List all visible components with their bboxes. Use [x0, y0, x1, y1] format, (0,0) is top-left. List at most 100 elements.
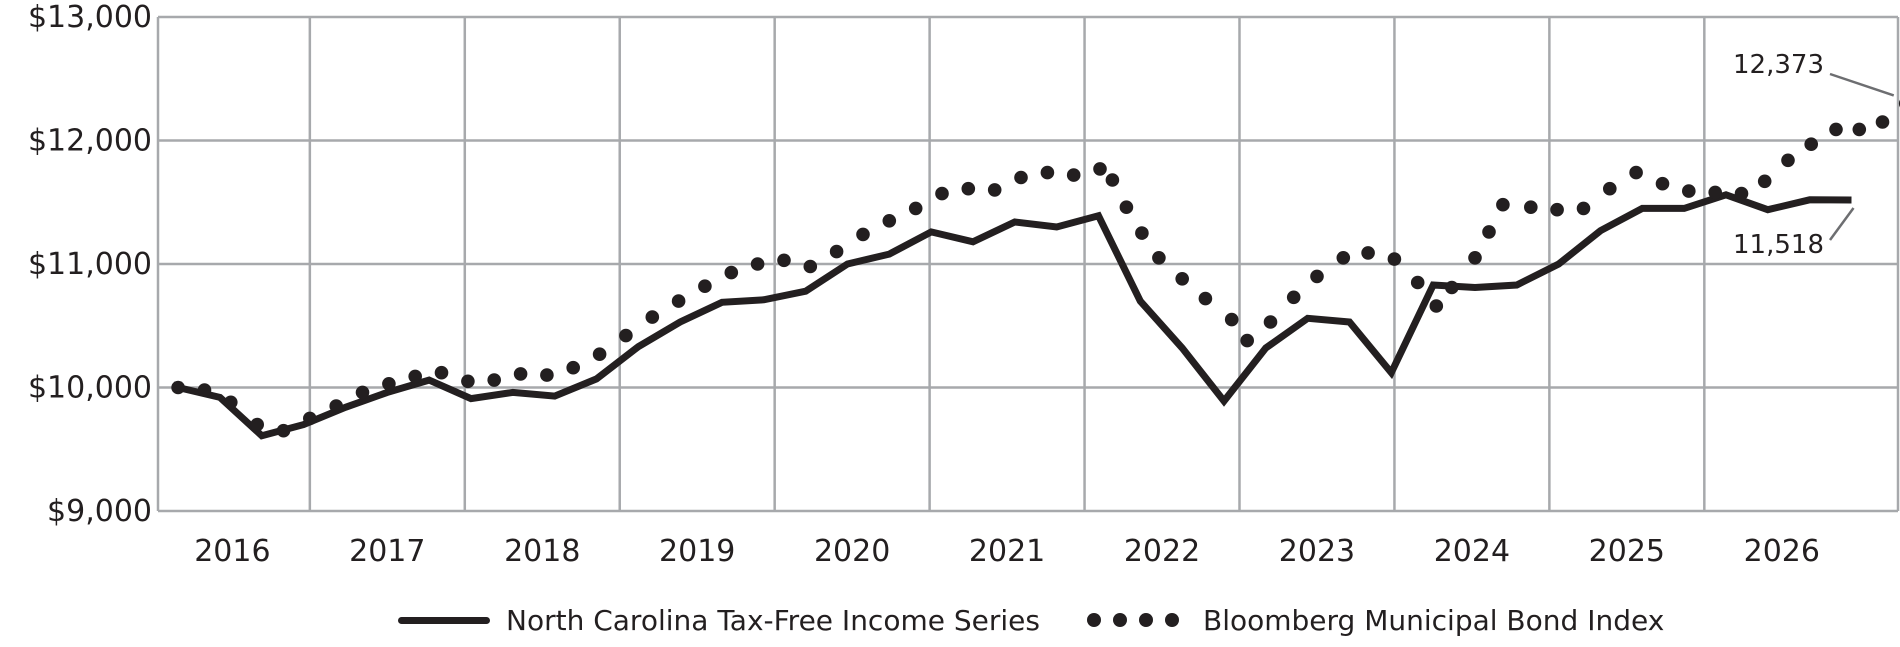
series-bloomberg-point: [1429, 299, 1444, 313]
series-bloomberg-point: [882, 214, 897, 228]
series-bloomberg-point: [382, 377, 396, 391]
x-tick-label: 2025: [1589, 534, 1665, 569]
x-tick-label: 2023: [1279, 534, 1355, 569]
series-bloomberg-point: [171, 380, 185, 395]
legend-label-bloomberg: Bloomberg Municipal Bond Index: [1203, 603, 1665, 637]
series-bloomberg-point: [1175, 272, 1189, 286]
x-tick-label: 2020: [814, 534, 890, 569]
series-bloomberg-point: [1361, 246, 1375, 260]
series-bloomberg-point: [303, 411, 317, 426]
legend-solid-line-swatch: [398, 616, 490, 624]
series-bloomberg-point: [1576, 201, 1591, 216]
series-bloomberg-point: [434, 365, 449, 380]
series-bloomberg-point: [987, 183, 1002, 197]
series-bloomberg-point: [276, 423, 291, 438]
series-bloomberg-point: [1135, 226, 1149, 240]
series-bloomberg-point: [1336, 250, 1351, 265]
series-bloomberg-point: [1875, 115, 1890, 129]
series-bloomberg-point: [698, 279, 712, 294]
series-bloomberg-point: [1286, 290, 1301, 305]
series-bloomberg-point: [777, 253, 791, 268]
end-value-leader-bloomberg: [1829, 72, 1895, 97]
y-tick-label: $12,000: [28, 124, 152, 159]
legend: North Carolina Tax-Free Income Series Bl…: [0, 598, 1900, 642]
series-bloomberg-point: [619, 328, 633, 343]
series-bloomberg-point: [1734, 186, 1749, 201]
series-bloomberg-point: [1263, 315, 1278, 329]
x-tick-label: 2026: [1744, 534, 1820, 569]
series-bloomberg-point: [487, 373, 502, 387]
x-tick-label: 2017: [349, 534, 425, 569]
series-bloomberg-point: [1757, 174, 1772, 189]
x-tick-label: 2019: [659, 534, 735, 569]
series-bloomberg-point: [750, 257, 765, 271]
series-bloomberg-point: [1152, 250, 1166, 265]
series-bloomberg-point: [724, 265, 739, 280]
x-tick-label: 2016: [194, 534, 270, 569]
series-bloomberg-point: [908, 201, 923, 216]
series-bloomberg-point: [961, 181, 976, 196]
series-bloomberg-point: [803, 259, 818, 274]
series-bloomberg-point: [1682, 184, 1696, 198]
series-bloomberg-point: [592, 347, 607, 362]
series-bloomberg-point: [1445, 280, 1459, 295]
series-bloomberg-point: [408, 369, 423, 384]
series-bloomberg-point: [1829, 122, 1843, 137]
series-bloomberg-point: [856, 227, 870, 242]
series-bloomberg-point: [1496, 197, 1510, 212]
legend-label-north-carolina: North Carolina Tax-Free Income Series: [506, 603, 1040, 637]
series-bloomberg-point: [1410, 275, 1425, 290]
series-bloomberg-point: [513, 367, 528, 381]
series-bloomberg-point: [1066, 168, 1081, 182]
series-bloomberg-point: [1852, 122, 1867, 137]
end-value-label-bloomberg: 12,373: [1733, 50, 1824, 80]
series-bloomberg-point: [1240, 333, 1254, 348]
x-tick-label: 2018: [504, 534, 580, 569]
series-bloomberg-point: [1482, 225, 1496, 239]
series-bloomberg-point: [671, 294, 686, 308]
line-chart: $9,000 $10,000 $11,000 $12,000 $13,000 2016 20…: [28, 0, 1900, 569]
series-bloomberg-point: [1224, 312, 1239, 327]
series-bloomberg-point: [1387, 252, 1402, 266]
series-bloomberg-point: [329, 399, 344, 413]
series-bloomberg-point: [1629, 165, 1643, 180]
series-bloomberg-point: [1040, 165, 1055, 180]
series-bloomberg-point: [224, 395, 238, 410]
series-bloomberg-point: [1093, 162, 1107, 176]
series-bloomberg-point: [1655, 176, 1670, 191]
series-bloomberg-point: [461, 374, 475, 389]
series-bloomberg-point: [566, 360, 580, 375]
series-north-carolina-line: [177, 191, 1852, 440]
series-bloomberg-point: [935, 186, 949, 201]
series-bloomberg-point: [1603, 181, 1617, 196]
series-bloomberg-point: [829, 244, 844, 259]
legend-item-bloomberg: Bloomberg Municipal Bond Index: [1087, 598, 1664, 642]
x-tick-label: 2021: [969, 534, 1045, 569]
series-bloomberg-point: [1310, 269, 1324, 284]
series-bloomberg-point: [1550, 202, 1564, 217]
end-value-label-north-carolina: 11,518: [1733, 230, 1824, 260]
y-tick-label: $13,000: [28, 0, 152, 35]
end-value-leader-north-carolina: [1828, 207, 1855, 241]
series-bloomberg-point: [1781, 153, 1795, 168]
series-bloomberg-point: [645, 310, 660, 324]
y-tick-label: $10,000: [28, 371, 152, 406]
series-bloomberg-point: [1524, 200, 1538, 214]
series-bloomberg-point: [355, 385, 370, 400]
legend-dotted-swatch: [1087, 613, 1191, 627]
series-bloomberg-point: [197, 383, 212, 397]
legend-item-north-carolina: North Carolina Tax-Free Income Series: [398, 598, 1040, 642]
series-bloomberg-point: [540, 368, 554, 382]
x-tick-label: 2024: [1434, 534, 1510, 569]
series-bloomberg-point: [1119, 200, 1134, 214]
y-tick-label: $9,000: [47, 494, 152, 529]
series-bloomberg-point: [1014, 170, 1028, 185]
y-tick-label: $11,000: [28, 247, 152, 282]
series-bloomberg-point: [1708, 185, 1722, 200]
x-tick-label: 2022: [1124, 534, 1200, 569]
series-bloomberg-point: [1468, 250, 1482, 265]
series-bloomberg-point: [1105, 173, 1120, 187]
series-bloomberg-point: [1198, 291, 1213, 306]
series-bloomberg-point: [250, 417, 264, 432]
series-bloomberg-point: [1804, 137, 1818, 151]
